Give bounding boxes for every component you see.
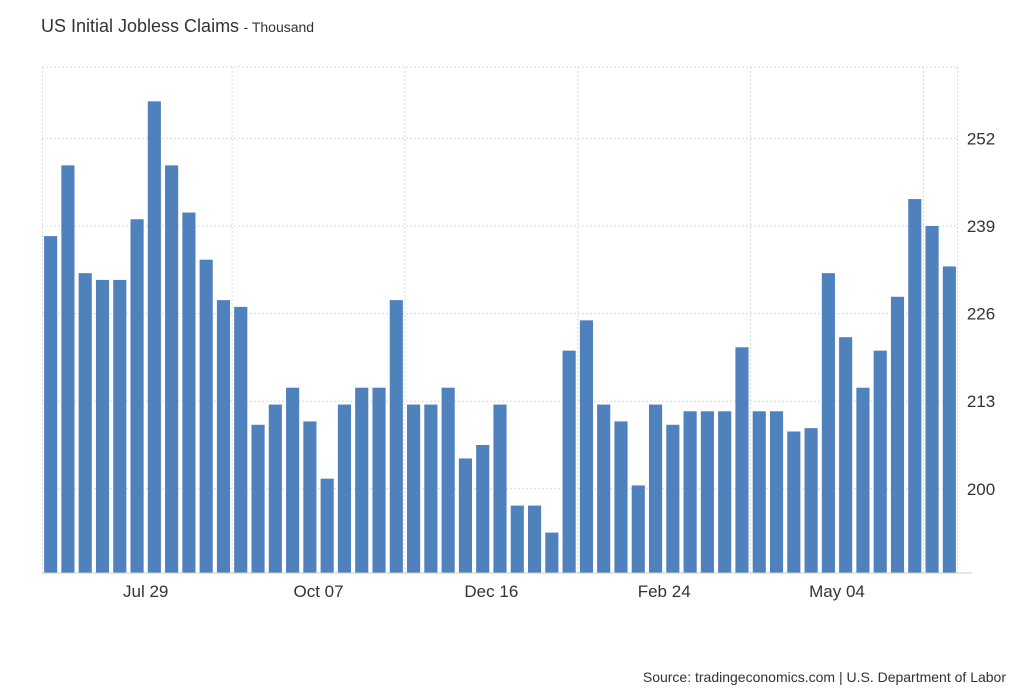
bar — [389, 300, 403, 573]
bar — [821, 273, 835, 573]
bar — [268, 404, 282, 573]
bar — [493, 404, 507, 573]
y-tick-label: 226 — [967, 305, 995, 324]
bar — [199, 259, 213, 573]
bar — [527, 505, 542, 573]
bar — [614, 421, 628, 573]
bar — [804, 428, 818, 573]
x-tick-label: Oct 07 — [293, 582, 343, 601]
bar — [787, 431, 801, 573]
bar — [683, 411, 697, 573]
bar — [113, 279, 127, 573]
chart-title: US Initial Jobless Claims — [41, 16, 240, 36]
bar — [890, 296, 905, 573]
bar — [165, 165, 179, 573]
bar — [216, 300, 231, 573]
bar — [95, 279, 110, 573]
bar — [839, 337, 853, 573]
y-tick-label: 200 — [967, 480, 995, 499]
bar — [286, 387, 300, 573]
y-tick-label: 252 — [967, 129, 995, 148]
bar — [61, 165, 75, 573]
bar — [856, 387, 870, 573]
bar — [251, 424, 265, 573]
bar — [562, 350, 576, 573]
y-tick-label: 239 — [967, 217, 995, 236]
bar — [130, 219, 144, 573]
bar — [700, 411, 714, 573]
x-tick-label: May 04 — [809, 582, 865, 601]
bar — [78, 273, 92, 573]
bar — [407, 404, 421, 573]
bar — [510, 505, 524, 573]
bar — [147, 101, 161, 573]
bar — [631, 485, 645, 573]
bar — [234, 306, 248, 573]
bar — [666, 424, 680, 573]
bar — [908, 199, 922, 573]
y-tick-label: 213 — [967, 392, 995, 411]
x-tick-label: Dec 16 — [464, 582, 518, 601]
bar — [372, 387, 386, 573]
bar — [925, 226, 939, 573]
x-tick-label: Jul 29 — [123, 582, 168, 601]
bar — [441, 387, 455, 573]
bar — [337, 404, 352, 573]
chart-title-block: US Initial Jobless Claims - Thousand — [41, 16, 314, 37]
bar — [769, 411, 784, 573]
bar — [303, 421, 317, 573]
x-tick-label: Feb 24 — [638, 582, 691, 601]
source-note: Source: tradingeconomics.com | U.S. Depa… — [642, 669, 1006, 685]
bar — [320, 478, 334, 573]
bar — [424, 404, 438, 573]
bar — [355, 387, 369, 573]
bar — [648, 404, 663, 573]
bar — [942, 266, 956, 573]
chart-subtitle: - Thousand — [243, 19, 315, 35]
bar — [752, 411, 766, 573]
bar — [873, 350, 887, 573]
bar — [476, 444, 490, 573]
bar — [182, 212, 196, 574]
bar — [545, 532, 559, 573]
bar — [597, 404, 611, 573]
bar — [579, 320, 593, 573]
bar — [735, 347, 749, 573]
bar — [718, 411, 732, 573]
bar — [44, 236, 58, 573]
bar — [458, 458, 473, 573]
